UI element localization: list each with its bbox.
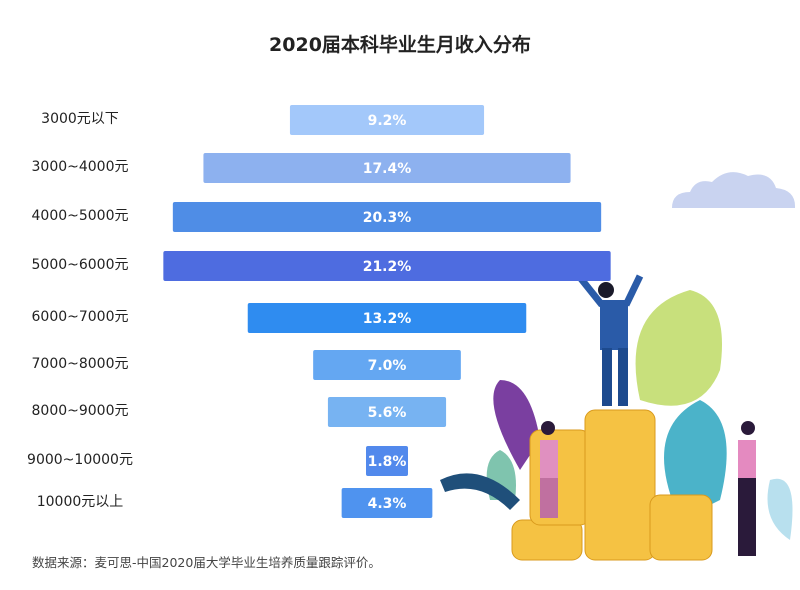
bar xyxy=(163,251,611,281)
data-source-note: 数据来源：麦可思-中国2020届大学毕业生培养质量跟踪评价。 xyxy=(32,555,381,570)
leaf-green xyxy=(635,290,722,406)
leaf-light xyxy=(767,478,793,540)
chart-title: 2020届本科毕业生月收入分布 xyxy=(269,34,531,56)
category-label: 4000~5000元 xyxy=(32,208,129,224)
bar xyxy=(313,350,461,380)
bar xyxy=(247,303,527,333)
bar xyxy=(366,446,408,476)
bar-value-label: 21.2% xyxy=(363,259,412,275)
person-woman-right xyxy=(738,421,756,556)
category-label: 8000~9000元 xyxy=(32,403,129,419)
bar-value-label: 7.0% xyxy=(368,358,407,374)
category-label: 7000~8000元 xyxy=(32,356,129,372)
leaf-teal xyxy=(664,400,727,520)
bar-value-label: 1.8% xyxy=(368,454,407,470)
person-man xyxy=(575,272,644,406)
bar-value-label: 13.2% xyxy=(363,311,412,327)
bar-value-label: 5.6% xyxy=(368,405,407,421)
person-woman-left xyxy=(540,421,558,518)
decorative-illustration xyxy=(440,172,796,561)
category-label: 6000~7000元 xyxy=(32,309,129,325)
category-label: 3000元以下 xyxy=(41,111,119,127)
category-label: 3000~4000元 xyxy=(32,159,129,175)
bar-value-label: 20.3% xyxy=(363,210,412,226)
category-label: 5000~6000元 xyxy=(32,257,129,273)
leaf-navy xyxy=(440,473,520,510)
bar xyxy=(203,153,571,183)
cloud-icon xyxy=(672,172,796,208)
category-label: 10000元以上 xyxy=(37,494,124,510)
leaf-purple xyxy=(493,380,540,470)
bar xyxy=(172,202,602,232)
bar xyxy=(327,397,447,427)
bar-value-label: 17.4% xyxy=(363,161,412,177)
bar-value-label: 4.3% xyxy=(368,496,407,512)
bar xyxy=(289,105,485,135)
bar xyxy=(341,488,433,518)
category-label: 9000~10000元 xyxy=(27,452,133,468)
bar-value-label: 9.2% xyxy=(368,113,407,129)
bars-group: 9.2% 3000元以下 17.4% 3000~4000元 20.3% 4000~5000… xyxy=(27,105,611,518)
